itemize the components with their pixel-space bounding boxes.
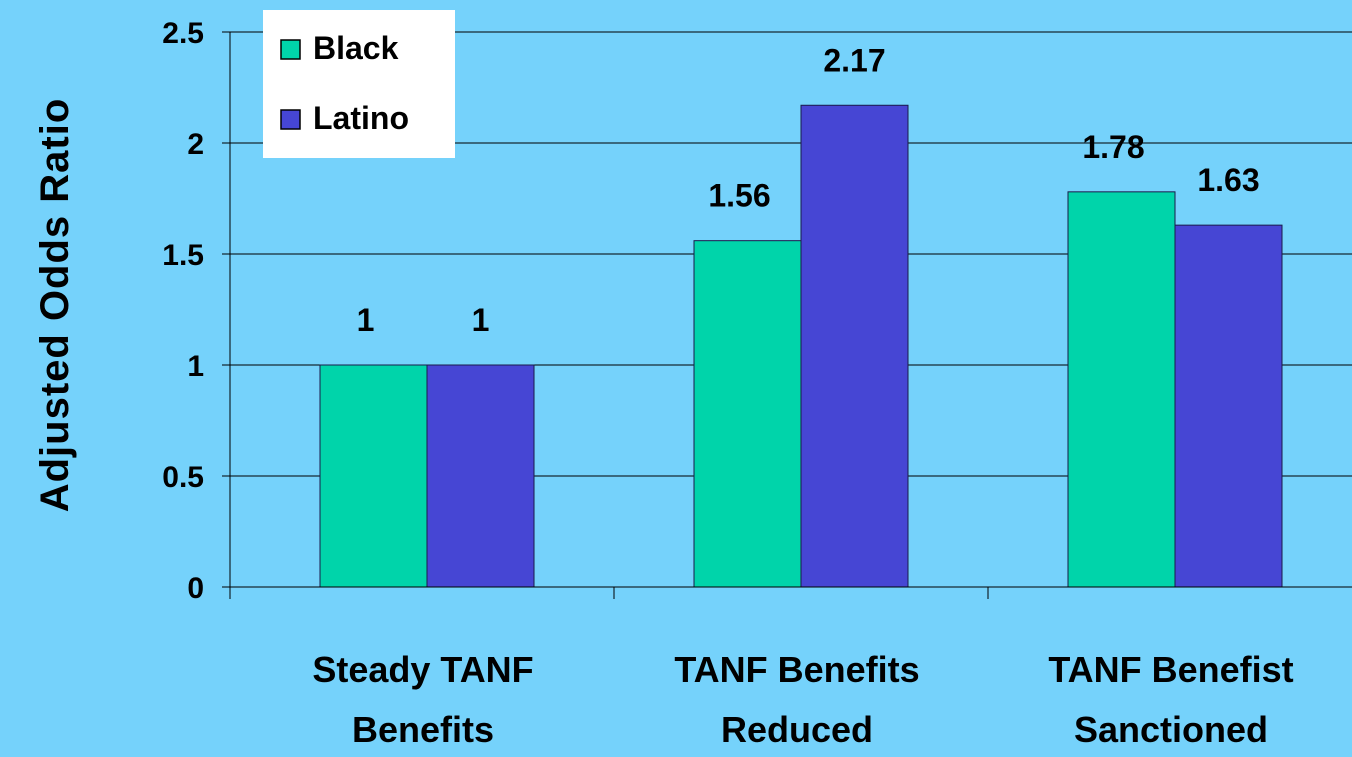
- bar-black-1: [693, 240, 802, 588]
- bar-latino-1: [800, 104, 909, 588]
- data-label: 1: [472, 302, 490, 338]
- data-labels: 1 1 1.56 2.17 1.78 1.63: [357, 42, 1260, 338]
- y-tick-label: 1.5: [162, 239, 204, 272]
- bar-latino-2: [1174, 224, 1283, 588]
- y-tick-label: 1: [187, 350, 204, 383]
- x-category-label: TANF Benefits: [674, 649, 919, 690]
- x-category-label: Reduced: [721, 709, 873, 750]
- y-tick-label: 2: [187, 128, 204, 161]
- data-label: 1: [357, 302, 375, 338]
- x-category-label: TANF Benefist: [1048, 649, 1293, 690]
- x-category-label: Sanctioned: [1074, 709, 1268, 750]
- data-label: 2.17: [823, 42, 885, 78]
- y-tick-label: 0: [187, 572, 204, 605]
- y-tick-label: 0.5: [162, 461, 204, 494]
- y-tick-label: 2.5: [162, 17, 204, 50]
- data-label: 1.63: [1197, 162, 1259, 198]
- legend-swatch-latino: [280, 109, 301, 130]
- legend-box: [263, 10, 455, 158]
- y-axis-title: Adjusted Odds Ratio: [33, 98, 77, 513]
- data-label: 1.56: [708, 178, 770, 214]
- x-category-label: Steady TANF: [312, 649, 533, 690]
- x-category-label: Benefits: [352, 709, 494, 750]
- bar-black-2: [1067, 191, 1176, 588]
- axes: 0 0.5 1 1.5 2 2.5 Steady TANF Benefits TANF Bene…: [162, 17, 1352, 750]
- bar-black-0: [319, 364, 428, 588]
- legend: Black Latino: [263, 10, 455, 158]
- legend-swatch-black: [280, 39, 301, 60]
- bar-latino-0: [426, 364, 535, 588]
- data-label: 1.78: [1082, 129, 1144, 165]
- bars: [319, 104, 1283, 588]
- legend-label-black: Black: [313, 30, 399, 66]
- legend-label-latino: Latino: [313, 100, 409, 136]
